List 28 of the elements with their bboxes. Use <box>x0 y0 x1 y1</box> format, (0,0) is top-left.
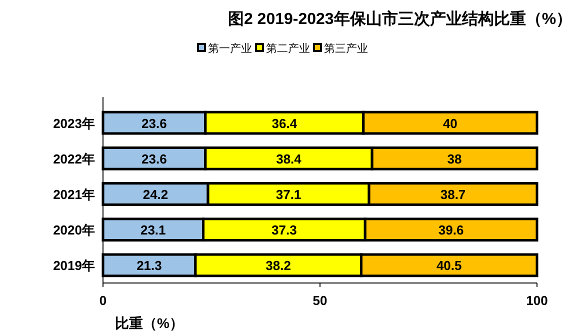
x-tick-label: 50 <box>312 293 328 308</box>
legend-label: 第一产业 <box>208 42 252 55</box>
x-axis-title: 比重（%） <box>115 315 184 331</box>
y-tick-label: 2021年 <box>53 187 95 202</box>
x-tick-label: 0 <box>99 293 107 308</box>
data-label: 23.6 <box>142 116 167 131</box>
title: 图2 2019-2023年保山市三次产业结构比重（%） <box>228 11 566 28</box>
y-tick-label: 2023年 <box>53 116 95 131</box>
data-label: 38 <box>447 151 462 166</box>
data-label: 40.5 <box>436 258 462 274</box>
x-tick-label: 100 <box>526 293 548 308</box>
data-label: 37.1 <box>276 187 302 202</box>
data-label: 40 <box>442 116 458 131</box>
data-label: 36.4 <box>272 116 298 131</box>
data-label: 24.2 <box>142 187 168 202</box>
data-label: 23.6 <box>142 151 167 166</box>
data-label: 37.3 <box>272 222 297 238</box>
y-tick-label: 2022年 <box>53 151 95 166</box>
y-tick-label: 2020年 <box>53 222 95 238</box>
data-label: 23.1 <box>140 222 166 238</box>
data-label: 38.7 <box>440 187 466 202</box>
y-tick-label: 2019年 <box>53 258 95 274</box>
data-label: 38.2 <box>266 258 291 274</box>
data-label: 39.6 <box>438 222 464 238</box>
data-label: 21.3 <box>136 258 162 274</box>
legend-label: 第三产业 <box>324 42 368 55</box>
data-label: 38.4 <box>276 151 302 166</box>
legend-label: 第二产业 <box>266 42 310 55</box>
